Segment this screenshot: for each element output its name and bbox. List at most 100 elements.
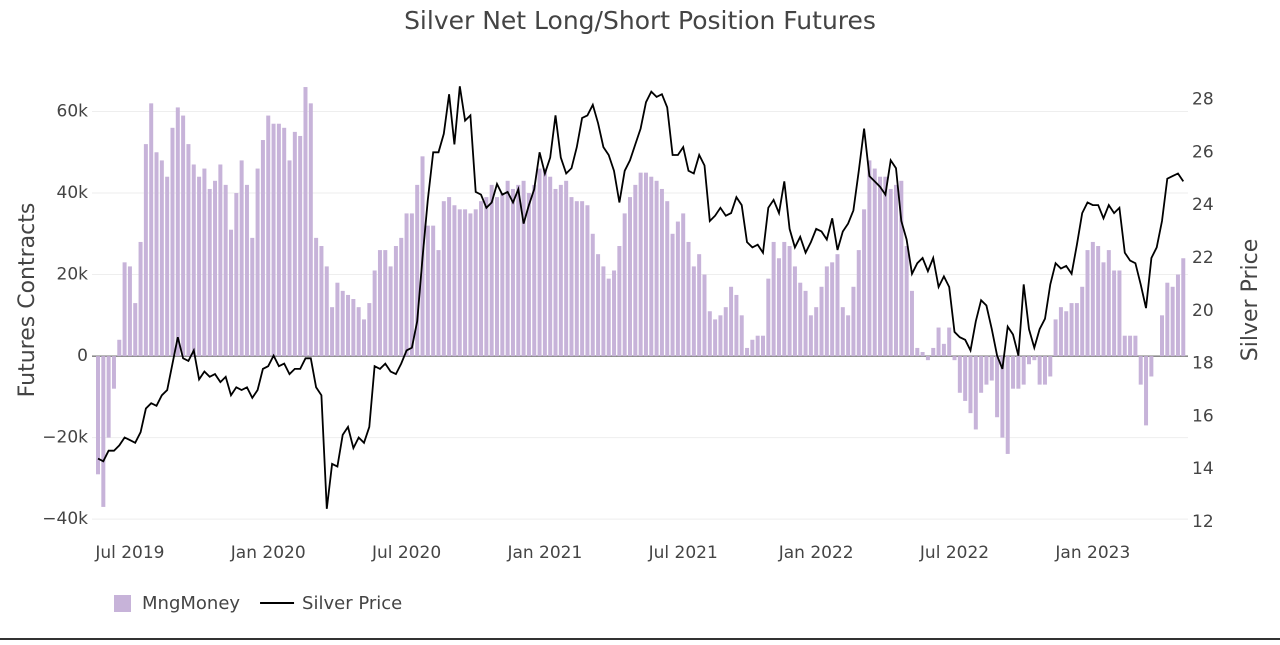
bar [846, 315, 851, 357]
bar [122, 262, 127, 357]
bar [1101, 262, 1106, 357]
bar [633, 184, 638, 357]
bar [952, 356, 957, 361]
bar [537, 168, 542, 357]
y-tick-label: 0 [77, 346, 88, 366]
bar [346, 294, 351, 357]
bar [899, 180, 904, 357]
bar [766, 278, 771, 357]
y2-tick-label: 26 [1192, 142, 1214, 162]
bar [867, 160, 872, 357]
bar [638, 172, 643, 357]
y-tick-label: −40k [42, 509, 88, 529]
bar [925, 356, 930, 361]
bar [138, 241, 143, 357]
legend-label: MngMoney [142, 593, 240, 614]
bar [197, 176, 202, 357]
bar [292, 131, 297, 357]
bar [1016, 356, 1021, 389]
bar [1032, 356, 1037, 361]
bar [1112, 270, 1117, 357]
bar [702, 274, 707, 357]
bar [181, 115, 186, 357]
bar [340, 290, 345, 357]
bar [101, 356, 106, 507]
y2-tick-label: 20 [1192, 301, 1214, 321]
bar [1128, 335, 1133, 357]
bar [1069, 303, 1074, 357]
bar [755, 335, 760, 357]
bar [452, 205, 457, 357]
bar [463, 209, 468, 357]
bar [548, 176, 553, 357]
bar [558, 184, 563, 357]
bar [1011, 356, 1016, 389]
bar [670, 233, 675, 357]
bar [729, 286, 734, 357]
bar [606, 278, 611, 357]
bar [202, 168, 207, 357]
bar [1160, 315, 1164, 357]
bar [814, 307, 819, 357]
bar [356, 307, 361, 357]
bar [1080, 286, 1085, 357]
bar [186, 144, 191, 357]
x-tick-label: Jan 2023 [1054, 543, 1130, 563]
x-tick-label: Jul 2022 [919, 543, 989, 563]
y-tick-label: 40k [57, 183, 89, 203]
bar [207, 188, 212, 357]
bar [585, 205, 590, 357]
bar [441, 201, 446, 357]
chart-title: Silver Net Long/Short Position Futures [404, 6, 876, 35]
bar [691, 266, 696, 357]
bar [835, 254, 840, 357]
bar [276, 123, 281, 357]
bar [244, 184, 249, 357]
bar [127, 266, 132, 357]
bar [750, 339, 755, 357]
bar [1042, 356, 1047, 385]
bar [1117, 270, 1122, 357]
bar [143, 144, 148, 357]
bar [564, 180, 569, 357]
bar [319, 246, 324, 357]
bar [989, 356, 994, 381]
bar [995, 356, 1000, 418]
bar [654, 180, 659, 357]
bar [675, 221, 680, 357]
bar [154, 152, 159, 357]
bar [388, 266, 393, 357]
bar [255, 168, 260, 357]
bar [223, 184, 228, 357]
bar [920, 352, 925, 357]
bar [856, 250, 861, 357]
bar [628, 197, 632, 357]
bar [372, 270, 377, 357]
x-tick-label: Jul 2020 [371, 543, 441, 563]
bar [707, 311, 712, 357]
bar [447, 197, 452, 357]
bar [282, 127, 287, 357]
bar [383, 250, 388, 357]
bar [792, 266, 797, 357]
bar [1106, 250, 1111, 357]
bar [393, 246, 398, 357]
bar [771, 241, 776, 357]
bar [803, 290, 808, 357]
bar [468, 213, 473, 357]
bar [553, 188, 558, 357]
bar [1048, 356, 1053, 377]
bar [1181, 258, 1186, 357]
bar [314, 237, 319, 357]
bar [968, 356, 973, 414]
y-tick-label: −20k [42, 428, 88, 448]
bar [218, 164, 223, 357]
bar [117, 339, 122, 357]
bar [878, 176, 883, 357]
y-tick-label: 20k [57, 265, 89, 285]
y2-tick-label: 14 [1192, 459, 1214, 479]
bar [1170, 286, 1175, 357]
bar [489, 184, 494, 357]
y-tick-label: 60k [57, 101, 89, 121]
